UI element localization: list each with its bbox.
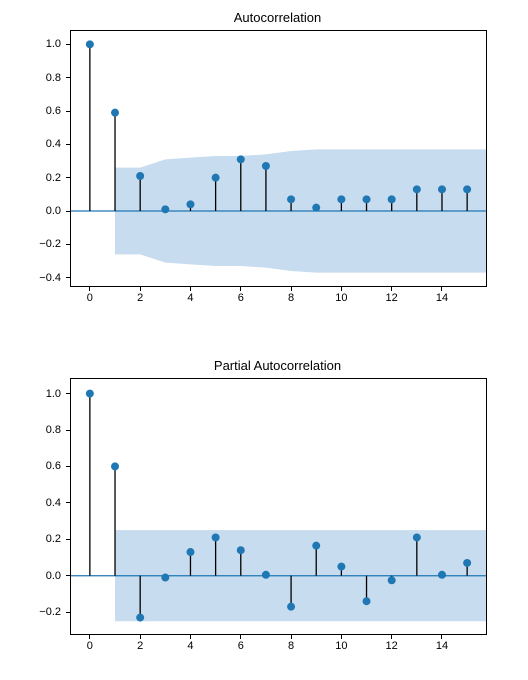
x-tick-label: 10 xyxy=(335,640,347,652)
y-tick-mark xyxy=(66,393,71,394)
y-tick-mark xyxy=(66,502,71,503)
marker xyxy=(262,571,270,579)
marker xyxy=(136,614,144,622)
pacf-subplot: Partial Autocorrelation 02468101214−0.20… xyxy=(0,0,528,680)
x-tick-mark xyxy=(291,634,292,639)
x-tick-mark xyxy=(391,634,392,639)
marker xyxy=(337,563,345,571)
marker xyxy=(463,559,471,567)
y-tick-label: 0.6 xyxy=(21,460,61,472)
marker xyxy=(161,574,169,582)
x-tick-mark xyxy=(190,634,191,639)
x-tick-label: 4 xyxy=(187,640,193,652)
pacf-plot-area: 02468101214−0.20.00.20.40.60.81.0 xyxy=(70,378,487,635)
y-tick-mark xyxy=(66,575,71,576)
y-tick-mark xyxy=(66,466,71,467)
y-tick-label: 0.8 xyxy=(21,424,61,436)
x-tick-label: 6 xyxy=(238,640,244,652)
y-tick-label: 0.4 xyxy=(21,497,61,509)
y-tick-mark xyxy=(66,612,71,613)
x-tick-label: 8 xyxy=(288,640,294,652)
y-tick-label: −0.2 xyxy=(21,606,61,618)
pacf-title: Partial Autocorrelation xyxy=(70,358,485,373)
x-tick-label: 14 xyxy=(436,640,448,652)
figure: Autocorrelation 02468101214−0.4−0.20.00.… xyxy=(0,0,528,680)
marker xyxy=(438,571,446,579)
marker xyxy=(413,533,421,541)
x-tick-label: 12 xyxy=(386,640,398,652)
y-tick-label: 1.0 xyxy=(21,388,61,400)
x-tick-mark xyxy=(140,634,141,639)
y-tick-mark xyxy=(66,539,71,540)
x-tick-mark xyxy=(89,634,90,639)
x-tick-label: 0 xyxy=(87,640,93,652)
marker xyxy=(86,390,94,398)
marker xyxy=(363,597,371,605)
marker xyxy=(111,462,119,470)
marker xyxy=(287,603,295,611)
marker xyxy=(237,546,245,554)
y-tick-mark xyxy=(66,430,71,431)
pacf-svg xyxy=(71,379,486,634)
x-tick-mark xyxy=(441,634,442,639)
x-tick-mark xyxy=(240,634,241,639)
marker xyxy=(212,533,220,541)
marker xyxy=(388,576,396,584)
x-tick-label: 2 xyxy=(137,640,143,652)
y-tick-label: 0.0 xyxy=(21,570,61,582)
x-tick-mark xyxy=(341,634,342,639)
y-tick-label: 0.2 xyxy=(21,533,61,545)
marker xyxy=(186,548,194,556)
marker xyxy=(312,542,320,550)
